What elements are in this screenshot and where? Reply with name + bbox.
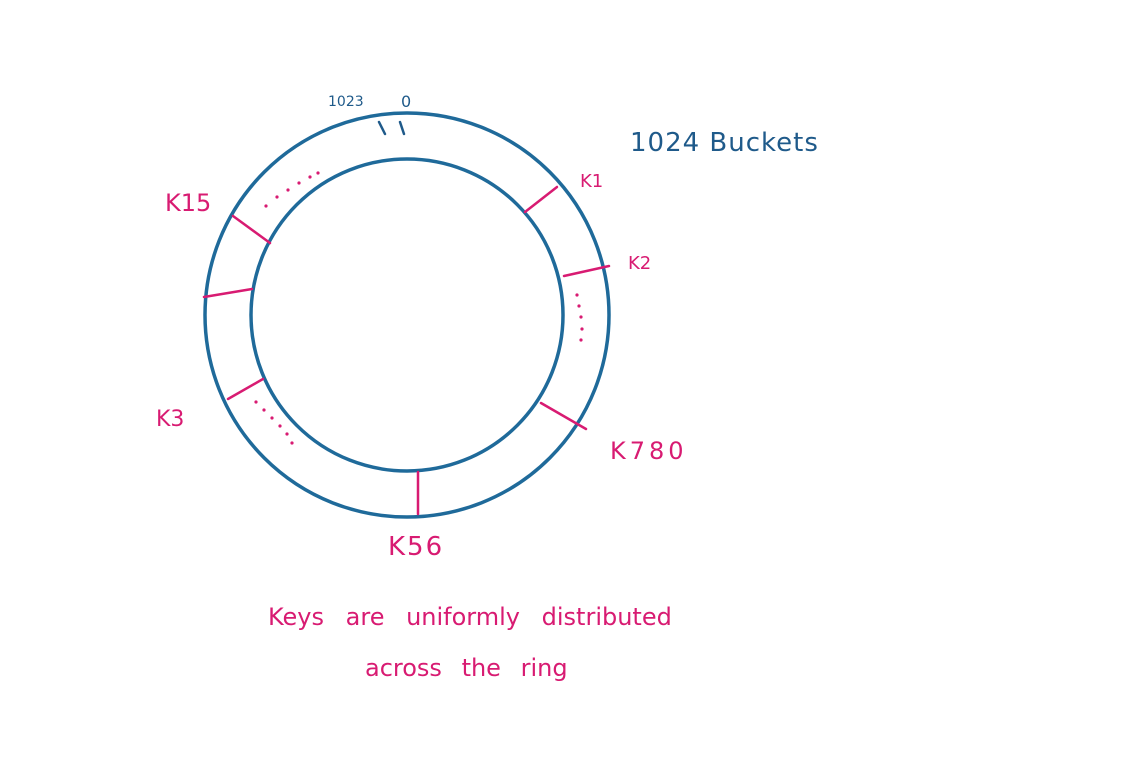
key-tick-k2	[562, 264, 611, 278]
ellipsis-lower-left	[254, 400, 294, 445]
tick-0	[398, 120, 406, 136]
key-tick-k780	[539, 401, 588, 431]
caption-line-2: across the ring	[365, 654, 568, 682]
ellipsis-upper-left	[264, 171, 320, 208]
key-tick-k3	[226, 377, 265, 401]
key-tick-middle-left	[202, 287, 254, 299]
tick-1023	[377, 120, 387, 136]
key-tick-k15	[231, 214, 272, 245]
key-label-k56: K56	[388, 532, 444, 562]
key-label-k1: K1	[580, 171, 603, 192]
label-1023: 1023	[328, 94, 364, 110]
ellipsis-right	[575, 293, 584, 342]
key-label-k15: K15	[165, 189, 211, 217]
outer-ring	[203, 111, 611, 519]
caption-line-1: Keys are uniformly distributed	[268, 603, 672, 631]
bucket-count-label: 1024 Buckets	[630, 128, 819, 158]
label-0: 0	[401, 92, 411, 111]
key-label-k2: K2	[628, 253, 651, 274]
inner-ring	[249, 157, 565, 473]
key-label-k780: K780	[610, 437, 688, 465]
key-label-k3: K3	[156, 407, 184, 432]
key-tick-k1	[523, 185, 559, 214]
